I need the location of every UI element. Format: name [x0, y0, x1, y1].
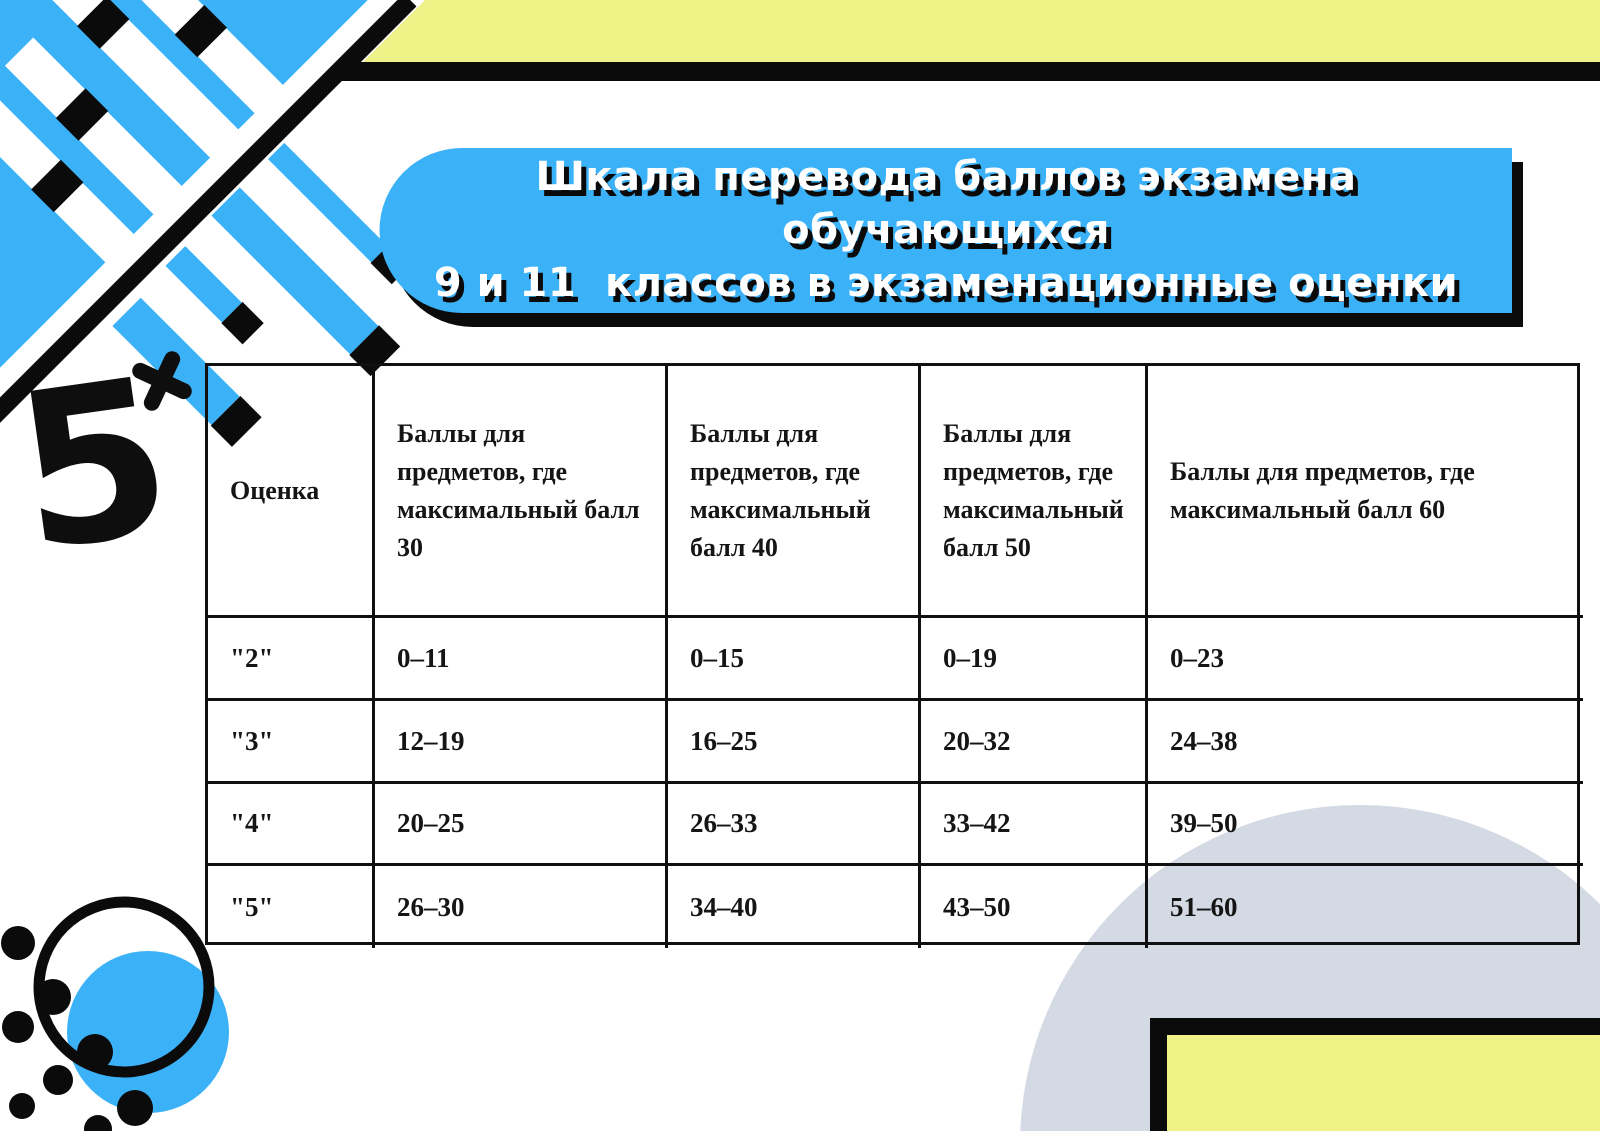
table-cell: 51–60: [1170, 891, 1238, 922]
table-cell: 26–33: [668, 784, 921, 866]
table-cell: 34–40: [668, 866, 921, 948]
banner-shape: [379, 148, 1512, 313]
table-cell: 0–15: [668, 618, 921, 701]
table-header-max40: Баллы для предметов, где максимальный ба…: [668, 366, 921, 618]
table-cell-grade: "2": [208, 618, 375, 701]
table-cell: 0–11: [375, 618, 668, 701]
table-cell-grade: "4": [208, 784, 375, 866]
table-cell: 0–23: [1148, 618, 1583, 701]
score-conversion-table: Оценка Баллы для предметов, где максимал…: [205, 363, 1583, 948]
table-header-max60: Баллы для предметов, где максимальный ба…: [1148, 366, 1583, 618]
top-yellow-bar: [363, 0, 1600, 62]
black-dots-decoration: [1, 926, 153, 1131]
bottom-yellow-frame: [1167, 1035, 1600, 1131]
diagonal-line-decoration: [0, 0, 417, 440]
table-cell-grade: "3": [208, 701, 375, 784]
plus-icon: [132, 351, 192, 411]
table-cell: 20–25: [375, 784, 668, 866]
table-header-max50: Баллы для предметов, где максимальный ба…: [921, 366, 1148, 618]
table-cell: 33–42: [921, 784, 1148, 866]
table-cell: 43–50: [921, 866, 1148, 948]
grade-five-plus-mark: 5: [2, 330, 192, 600]
table-cell: 24–38: [1148, 701, 1583, 784]
table-cell: 39–50: [1148, 784, 1583, 866]
poster-title-line2: 9 и 11 классов в экзаменационные оценки: [433, 260, 1459, 306]
table-cell-grade: "5": [208, 866, 375, 948]
poster-title-line1: Шкала перевода баллов экзамена обучающих…: [535, 154, 1371, 253]
table-cell: 16–25: [668, 701, 921, 784]
top-black-bar: [322, 62, 1600, 81]
table-header-grade: Оценка: [208, 366, 375, 618]
table-cell: 12–19: [375, 701, 668, 784]
table-cell: 0–19: [921, 618, 1148, 701]
table-cell: 26–30: [375, 866, 668, 948]
table-header-max30: Баллы для предметов, где максимальный ба…: [375, 366, 668, 618]
table-cell: 20–32: [921, 701, 1148, 784]
poster-title-banner: Шкала перевода баллов экзамена обучающих…: [380, 148, 1512, 313]
